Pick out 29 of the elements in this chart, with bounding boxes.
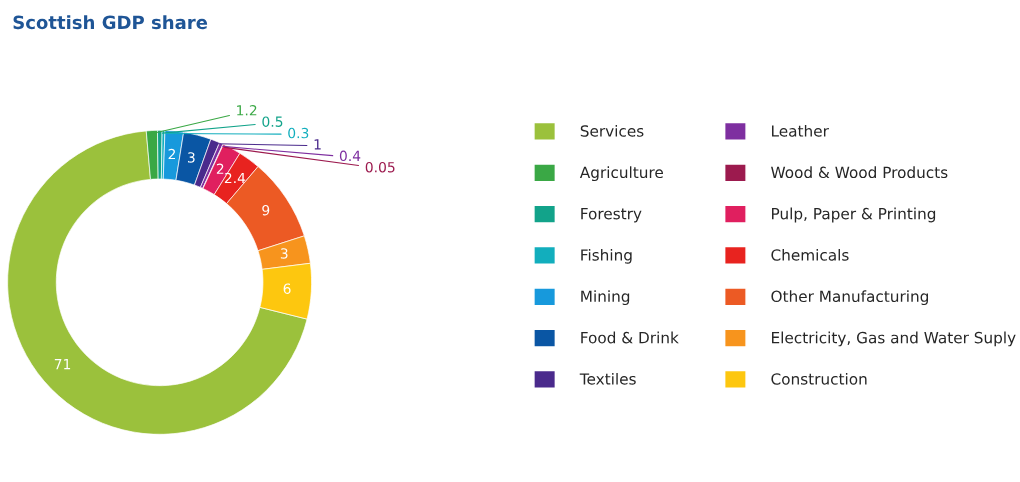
legend-label: Other Manufacturing [771, 290, 928, 306]
data-label: 0.05 [365, 161, 395, 173]
legend-label: Food & Drink [581, 331, 679, 344]
legend-label: Chemicals [771, 248, 849, 261]
data-label: 1.2 [237, 104, 257, 116]
data-label: 2 [168, 148, 175, 160]
legend-label: Leather [772, 124, 829, 137]
data-label: 3 [280, 248, 288, 259]
chart-title: Scottish GDP share [13, 15, 208, 30]
data-label: 71 [54, 359, 71, 370]
legend-label: Wood & Wood Products [771, 166, 948, 179]
data-label: 9 [262, 204, 270, 216]
data-label: 0.4 [339, 150, 361, 162]
legend-label: Electricity, Gas and Water Suply [772, 331, 1016, 347]
legend-label: Fishing [581, 248, 632, 264]
data-label: 0.5 [262, 116, 283, 127]
legend-label: Pulp, Paper & Printing [772, 207, 936, 223]
legend-label: Forestry [581, 208, 642, 223]
data-label: 0.3 [288, 127, 309, 139]
legend-label: Textiles [579, 372, 636, 385]
data-label: 2 [216, 163, 224, 174]
legend-label: Mining [581, 290, 630, 306]
legend-label: Construction [771, 372, 867, 385]
legend-label: Services [580, 124, 644, 137]
data-label: 1 [314, 139, 321, 150]
data-label: 6 [283, 283, 291, 294]
legend-label: Agriculture [579, 166, 663, 182]
data-label: 3 [187, 152, 195, 163]
data-label: 2.4 [224, 172, 246, 184]
